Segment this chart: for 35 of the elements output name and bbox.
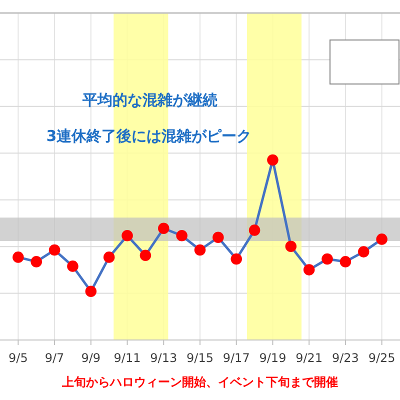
x-tick-label: 9/17 xyxy=(222,351,250,365)
point xyxy=(376,234,388,245)
point xyxy=(176,230,188,242)
point xyxy=(340,256,352,268)
point xyxy=(30,256,42,268)
x-tick-label: 9/5 xyxy=(8,351,28,365)
point xyxy=(48,244,60,256)
point xyxy=(67,260,78,272)
x-tick-label: 9/9 xyxy=(81,351,101,365)
x-tick-label: 9/13 xyxy=(150,351,178,365)
point xyxy=(303,264,315,276)
x-tick-label: 9/23 xyxy=(332,351,359,365)
point xyxy=(12,252,24,263)
point xyxy=(194,244,206,256)
point xyxy=(85,286,97,298)
point xyxy=(230,253,242,265)
point xyxy=(140,250,152,262)
x-tick-label: 9/25 xyxy=(368,351,396,365)
text: 平均的な混雑が継続 xyxy=(82,91,218,109)
point xyxy=(267,154,278,166)
x-tick-label: 9/11 xyxy=(114,351,141,365)
point xyxy=(212,232,224,244)
x-tick-label: 9/15 xyxy=(186,351,214,365)
point xyxy=(158,222,170,234)
x-tick-label: 9/19 xyxy=(259,351,286,365)
x-tick-label: 9/7 xyxy=(44,351,64,365)
point xyxy=(248,224,260,236)
x-tick-label: 9/21 xyxy=(296,351,323,365)
point xyxy=(358,246,370,258)
point xyxy=(322,253,333,265)
point xyxy=(103,252,115,263)
text: 上旬からハロウィーン開始、イベント下旬まで開催 xyxy=(61,375,338,389)
point xyxy=(122,230,133,242)
point xyxy=(285,240,297,252)
text: 3連休終了後には混雑がピーク xyxy=(46,127,252,145)
